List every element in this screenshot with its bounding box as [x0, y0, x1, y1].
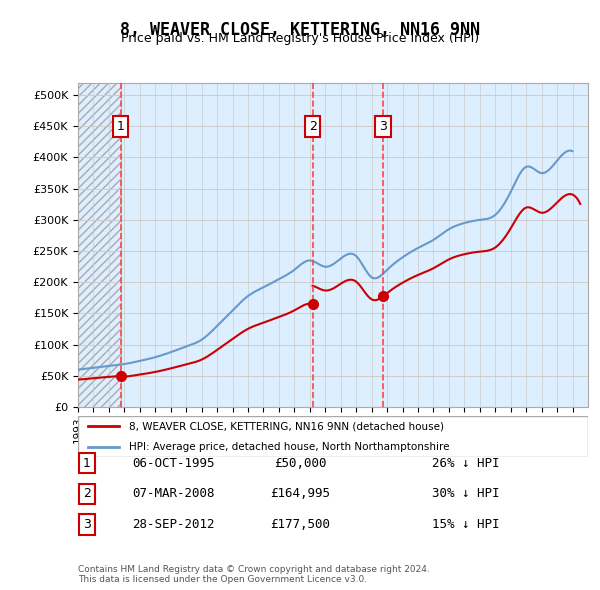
Text: 28-SEP-2012: 28-SEP-2012 — [132, 518, 215, 531]
Text: Contains HM Land Registry data © Crown copyright and database right 2024.
This d: Contains HM Land Registry data © Crown c… — [78, 565, 430, 584]
FancyBboxPatch shape — [78, 416, 588, 457]
Text: 8, WEAVER CLOSE, KETTERING, NN16 9NN (detached house): 8, WEAVER CLOSE, KETTERING, NN16 9NN (de… — [129, 421, 444, 431]
Text: 30% ↓ HPI: 30% ↓ HPI — [432, 487, 499, 500]
Text: Price paid vs. HM Land Registry's House Price Index (HPI): Price paid vs. HM Land Registry's House … — [121, 32, 479, 45]
Text: 07-MAR-2008: 07-MAR-2008 — [132, 487, 215, 500]
Text: £177,500: £177,500 — [270, 518, 330, 531]
Text: 3: 3 — [379, 120, 387, 133]
Text: 1: 1 — [83, 457, 91, 470]
Text: 2: 2 — [83, 487, 91, 500]
Text: £50,000: £50,000 — [274, 457, 326, 470]
Text: 3: 3 — [83, 518, 91, 531]
Text: HPI: Average price, detached house, North Northamptonshire: HPI: Average price, detached house, Nort… — [129, 442, 449, 452]
Text: 8, WEAVER CLOSE, KETTERING, NN16 9NN: 8, WEAVER CLOSE, KETTERING, NN16 9NN — [120, 21, 480, 39]
Text: 15% ↓ HPI: 15% ↓ HPI — [432, 518, 499, 531]
Text: 1: 1 — [117, 120, 125, 133]
Text: £164,995: £164,995 — [270, 487, 330, 500]
Text: 26% ↓ HPI: 26% ↓ HPI — [432, 457, 499, 470]
Text: 2: 2 — [308, 120, 317, 133]
Text: 06-OCT-1995: 06-OCT-1995 — [132, 457, 215, 470]
